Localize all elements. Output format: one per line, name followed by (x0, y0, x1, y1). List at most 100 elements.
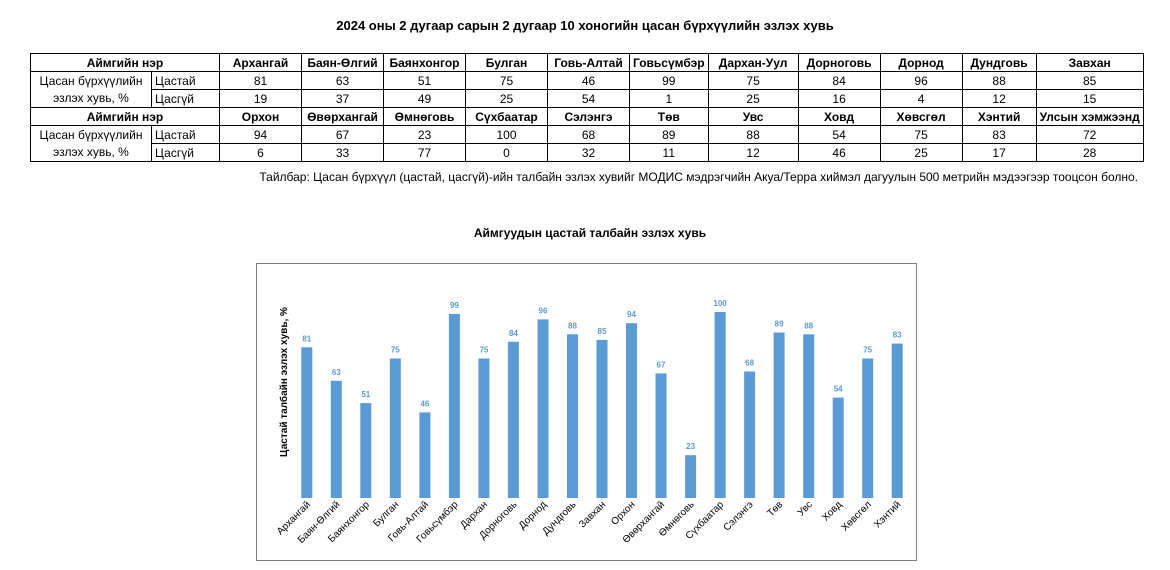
x-tick-label: Завхан (577, 499, 608, 530)
sub-label-cell: Цастай (151, 71, 220, 90)
value-cell: 54 (797, 125, 881, 144)
value-cell: 63 (301, 71, 384, 90)
bar-Баянхонгор (360, 403, 372, 498)
data-label: 89 (775, 320, 784, 329)
column-header-cell: Дорноговь (797, 53, 881, 72)
data-label: 46 (420, 399, 429, 408)
column-header-cell: Дорнод (879, 53, 963, 72)
data-label: 68 (745, 359, 754, 368)
bar-Баян-Өлгий (330, 380, 342, 498)
bar-Завхан (596, 339, 608, 498)
value-cell: 75 (879, 125, 963, 144)
bar-Сэлэнгэ (744, 371, 756, 498)
table-header-row: Аймгийн нэр Орхон Өвөрхангай Өмнөговь Сүхбаа… (30, 107, 1144, 126)
column-header-cell: Увс (707, 107, 799, 126)
bar-chart: Цастай талбайн эзлэх хувь, % 81Архангай6… (275, 299, 903, 546)
data-label: 51 (361, 390, 370, 399)
data-label: 54 (834, 385, 843, 394)
data-label: 96 (539, 306, 548, 315)
value-cell: 37 (301, 89, 384, 108)
bar-Дархан (478, 358, 490, 498)
value-cell: 75 (465, 71, 548, 90)
value-cell: 28 (1035, 143, 1144, 162)
bar-Хөвсгөл (862, 358, 874, 498)
value-cell: 72 (1035, 125, 1144, 144)
data-label: 83 (893, 331, 902, 340)
value-cell: 33 (301, 143, 384, 162)
value-cell: 75 (707, 71, 799, 90)
bar-Говьсүмбэр (448, 313, 460, 498)
value-cell: 81 (219, 71, 302, 90)
column-header-cell: Ховд (797, 107, 881, 126)
value-cell: 94 (219, 125, 302, 144)
data-label: 23 (686, 442, 695, 451)
value-cell: 0 (465, 143, 548, 162)
bar-Сүхбаатар (714, 312, 726, 498)
data-label: 99 (450, 301, 459, 310)
value-cell: 11 (629, 143, 709, 162)
chart-frame: Цастай талбайн эзлэх хувь, % 81 Архангай 6… (256, 263, 917, 561)
value-cell: 46 (797, 143, 881, 162)
value-cell: 16 (797, 89, 881, 108)
data-label: 75 (391, 346, 400, 355)
table-row: Цасан бүрхүүлийн эзлэх хувь, % Цастай 81 63… (30, 71, 1144, 108)
bar-Орхон (626, 323, 637, 498)
column-header-cell: Хэнтий (961, 107, 1037, 126)
column-header-cell: Сүхбаатар (465, 107, 548, 126)
value-cell: 19 (219, 89, 302, 108)
value-cell: 88 (707, 125, 799, 144)
column-header-cell: Дархан-Уул (707, 53, 799, 72)
x-tick-label: Сэлэнгэ (722, 499, 756, 533)
bar-Хэнтий (891, 343, 903, 498)
column-header-cell: Архангай (219, 53, 302, 72)
value-cell: 6 (219, 143, 302, 162)
column-header-cell: Баян-Өлгий (301, 53, 384, 72)
sub-label-cell: Цастай (151, 125, 220, 144)
data-label: 94 (627, 310, 636, 319)
data-label: 88 (568, 321, 577, 330)
data-label: 75 (863, 346, 872, 355)
value-cell: 83 (961, 125, 1037, 144)
column-header-cell: Сэлэнгэ (547, 107, 630, 126)
sub-label-cell: Цасгүй (151, 143, 220, 162)
sub-label-cell: Цасгүй (151, 89, 220, 108)
table-header-row: Аймгийн нэр Архангай Баян-Өлгий Баянхонгор Б… (30, 53, 1144, 72)
x-tick-label: Хөвсгөл (840, 499, 874, 533)
value-cell: 68 (547, 125, 630, 144)
row-label-cell: Цасан бүрхүүлийн эзлэх хувь, % (30, 71, 152, 108)
header-label-cell: Аймгийн нэр (30, 53, 220, 72)
column-header-cell: Дундговь (961, 53, 1037, 72)
column-header-cell: Баянхонгор (383, 53, 466, 72)
bar-Дорноговь (507, 341, 519, 498)
bar-Өмнөговь (685, 455, 697, 498)
value-cell: 46 (547, 71, 630, 90)
x-tick-label: Ховд (820, 499, 844, 523)
table-note: Тайлбар: Цасан бүрхүүл (цастай, цасгүй)-… (259, 170, 1138, 184)
bar-Төв (773, 332, 785, 498)
data-label: 63 (332, 368, 341, 377)
value-cell: 85 (1035, 71, 1144, 90)
value-cell: 25 (707, 89, 799, 108)
value-cell: 12 (961, 89, 1037, 108)
page-title: 2024 оны 2 дугаар сарын 2 дугаар 10 хоно… (336, 18, 834, 33)
column-header-cell: Өмнөговь (383, 107, 466, 126)
value-cell: 88 (961, 71, 1037, 90)
value-cell: 51 (383, 71, 466, 90)
column-header-cell: Өвөрхангай (301, 107, 384, 126)
chart-title: Аймгуудын цастай талбайн эзлэх хувь (473, 226, 707, 240)
table-row: Цасгүй 6 33 77 0 32 11 12 46 25 17 28 (31, 143, 1144, 162)
table-body: Аймгийн нэр Архангай Баян-Өлгий Баянхонгор Б… (30, 53, 1144, 162)
column-header-cell: Улсын хэмжээнд (1035, 107, 1144, 126)
column-header-cell: Говь-Алтай (547, 53, 630, 72)
value-cell: 49 (383, 89, 466, 108)
header-label-cell: Аймгийн нэр (30, 107, 220, 126)
bar-Архангай (301, 347, 313, 498)
value-cell: 23 (383, 125, 466, 144)
x-tick-label: Хэнтий (872, 499, 903, 530)
x-tick-label: Увс (796, 499, 815, 518)
column-header-cell: Орхон (219, 107, 302, 126)
value-cell: 32 (547, 143, 630, 162)
table-row: Цасгүй 19 37 49 25 54 1 25 16 4 12 15 (31, 89, 1144, 108)
column-header-cell: Хөвсгөл (879, 107, 963, 126)
bar-Ховд (832, 397, 844, 498)
